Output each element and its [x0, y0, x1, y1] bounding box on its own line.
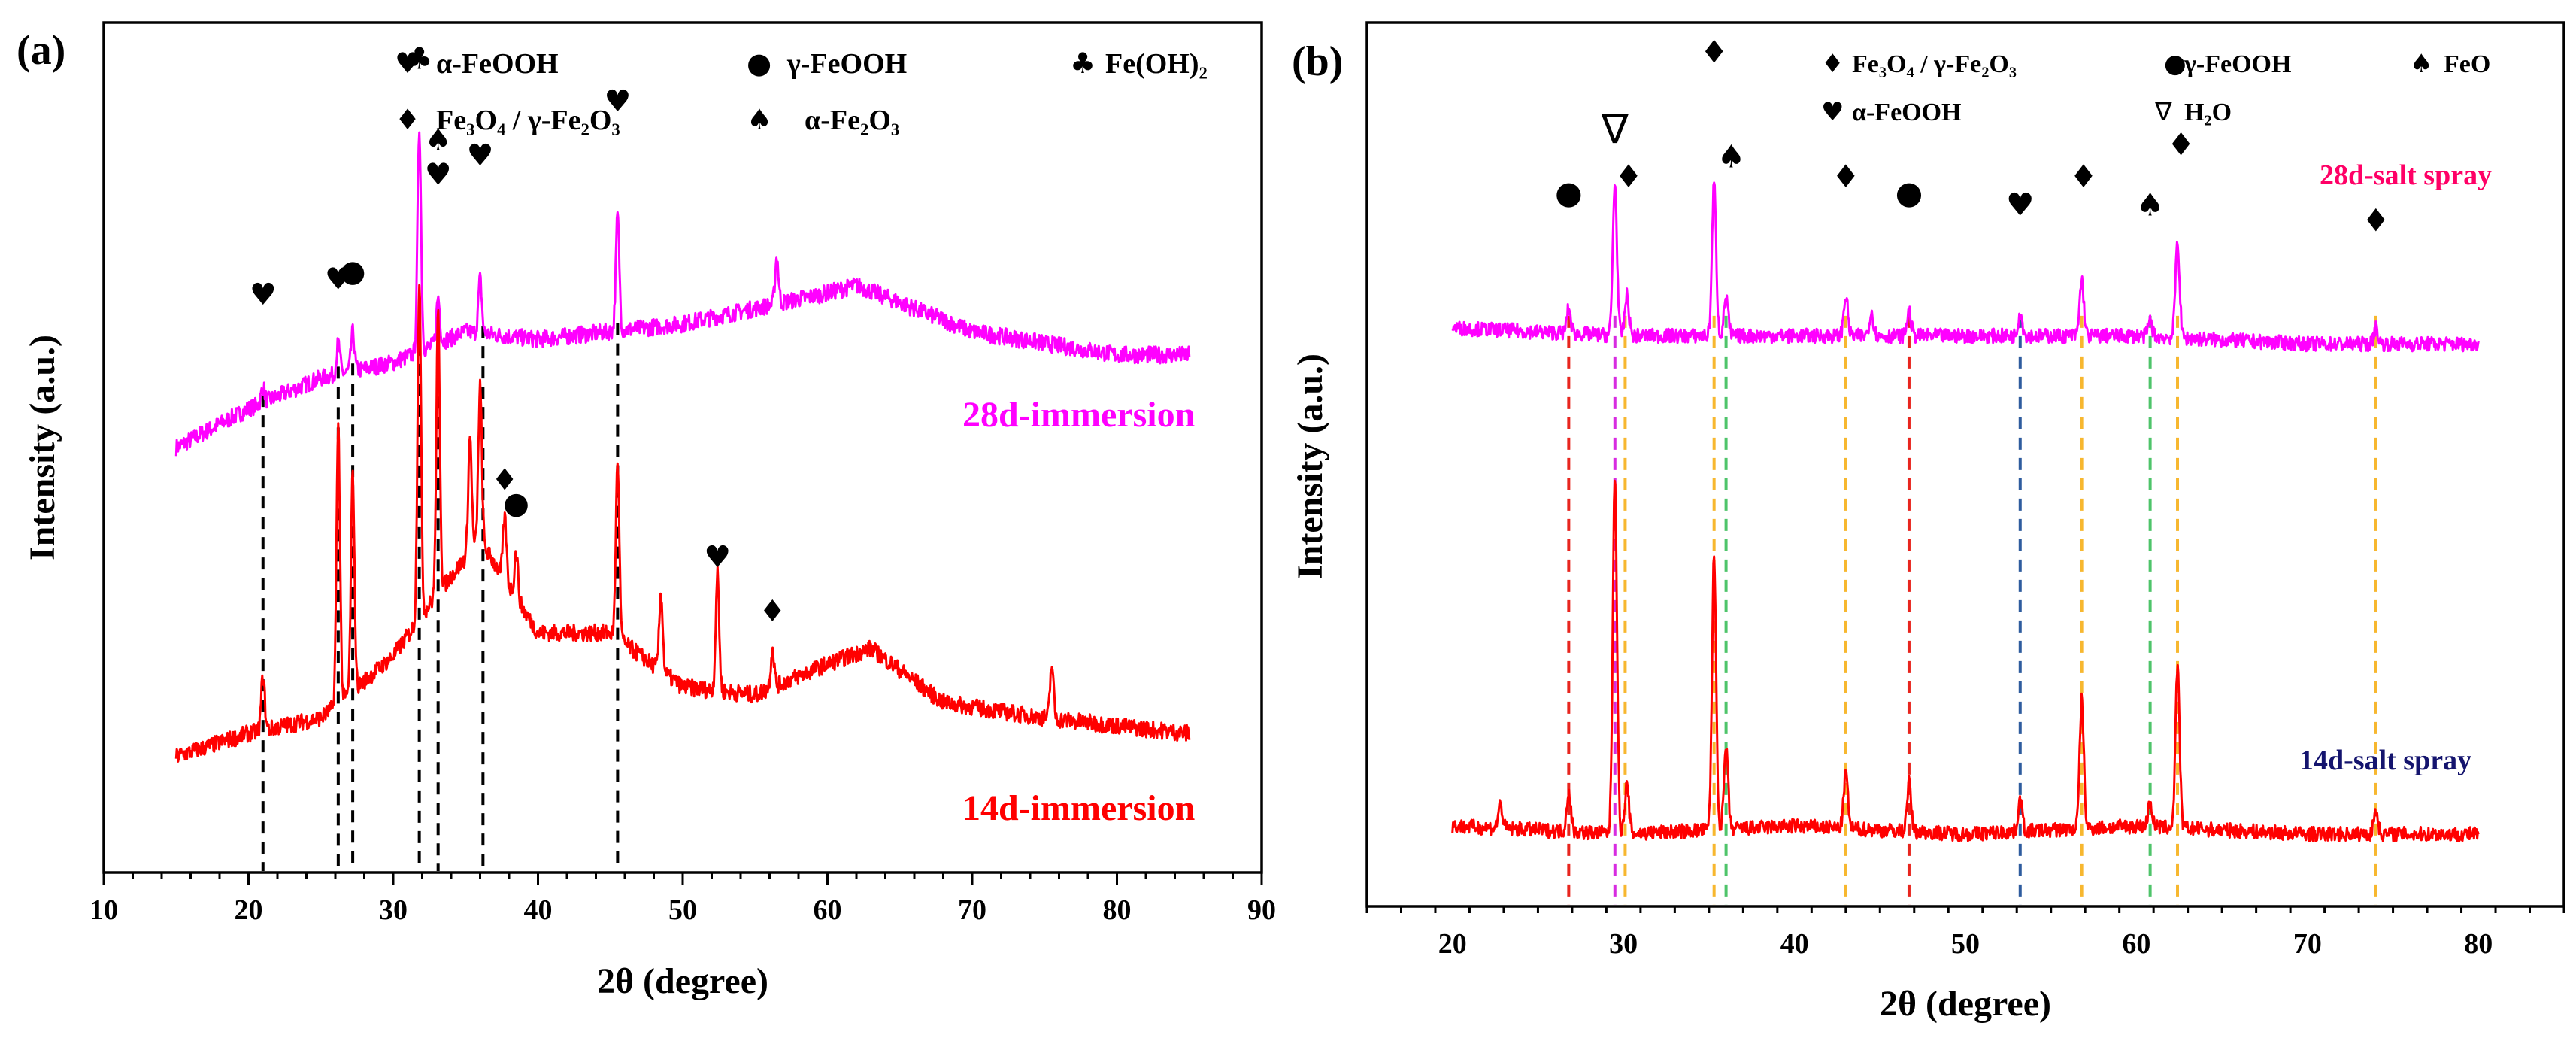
legend-alpha-feooh: ♥ α-FeOOH [1821, 97, 1962, 127]
panel-a-x-axis-label: 2θ (degree) [597, 961, 768, 1001]
x-tick-label: 30 [379, 894, 408, 926]
x-tick-label: 50 [1951, 928, 1980, 960]
spade-icon: ♠ [747, 103, 772, 136]
x-tick-label: 40 [524, 894, 553, 926]
heart-icon: ♥ [395, 47, 420, 80]
panel-a-label: (a) [17, 27, 65, 74]
panel-a: (a) ♥ ♥●♣♠♥♥♥♦●♥♦ 10 20 30 40 50 60 70 80 90 2θ (… [17, 21, 1276, 1001]
x-tick-label: 60 [814, 894, 842, 926]
dot-icon: ● [747, 47, 771, 80]
panel-b-peak-markers: ∇● ♦♦♠♦ ● ♥♦♠♦♦ [1555, 33, 2390, 238]
series-line-28d-salt-spray [1451, 181, 2480, 353]
club-icon: ♣ [1070, 47, 1096, 80]
panel-b-y-axis-label: Intensity (a.u.) [1290, 354, 1330, 579]
series-label-28d-salt-spray: 28d-salt spray [2320, 159, 2492, 191]
legend-label: FeO [2444, 50, 2490, 78]
peak-marker: ∇ [1601, 105, 1629, 153]
peak-marker: ♦ [2167, 126, 2196, 162]
legend-label: γ-FeOOH [2184, 50, 2291, 78]
legend-label: α-FeOOH [1852, 99, 1962, 126]
series-line-14d-salt-spray [1451, 479, 2480, 842]
legend-label: α-Fe₂O₃ [805, 105, 899, 136]
panel-b-label: (b) [1292, 38, 1343, 85]
x-tick-label: 90 [1247, 894, 1276, 926]
panel-a-legend: ♥ α-FeOOH ● γ-FeOOH ♣ Fe(OH)₂ ♦ Fe₃O₄ / … [395, 47, 1208, 136]
panel-a-x-ticks: 10 20 30 40 50 60 70 80 90 [89, 873, 1276, 926]
legend-fe3o4: ♦ Fe₃O₄ / γ-Fe₂O₃ [395, 103, 620, 136]
legend-label: Fe₃O₄ / γ-Fe₂O₃ [436, 105, 620, 136]
peak-marker: ♦ [2069, 158, 2098, 195]
peak-marker: ♥ [467, 138, 494, 173]
peak-marker: ♦ [759, 594, 786, 629]
x-tick-label: 70 [958, 894, 986, 926]
triangle-down-icon: ∇ [2154, 97, 2172, 127]
peak-marker: ● [1896, 174, 1923, 211]
panel-b-x-axis-label: 2θ (degree) [1880, 984, 2051, 1024]
legend-fe-oh2: ♣ Fe(OH)₂ [1070, 47, 1208, 80]
x-tick-label: 80 [2464, 928, 2493, 960]
peak-marker: ● [340, 254, 366, 289]
diamond-icon: ♦ [395, 103, 420, 136]
x-tick-label: 20 [1438, 928, 1467, 960]
panel-a-peak-markers: ♥ ♥●♣♠♥♥♥♦●♥♦ [250, 42, 786, 629]
heart-icon: ♥ [1821, 97, 1844, 127]
series-label-14d-immersion: 14d-immersion [962, 788, 1195, 828]
panel-b-frame [1365, 21, 2565, 908]
spade-icon: ♠ [2410, 49, 2432, 79]
peak-marker: ♥ [604, 84, 631, 119]
peak-marker: ♦ [2362, 202, 2390, 239]
peak-marker: ♦ [1700, 33, 1729, 70]
peak-marker: ♠ [425, 123, 452, 158]
legend-label: γ-FeOOH [786, 48, 907, 80]
series-line-14d-immersion [174, 284, 1191, 763]
peak-marker: ♥ [325, 262, 352, 296]
panel-b-x-ticks: 20 30 40 50 60 70 80 [1365, 906, 2565, 960]
panel-b-legend: ♦ Fe₃O₄ / γ-Fe₂O₃ ● γ-FeOOH ♠ FeO ♥ α-Fe… [1821, 49, 2490, 127]
panel-a-reference-lines [261, 323, 620, 871]
series-label-28d-immersion: 28d-immersion [962, 395, 1195, 435]
peak-marker: ♣ [406, 42, 433, 77]
legend-gamma-feooh: ● γ-FeOOH [747, 47, 907, 80]
diamond-icon: ♦ [1821, 49, 1844, 79]
peak-marker: ● [1555, 174, 1583, 211]
peak-marker: ♠ [2136, 186, 2165, 223]
x-tick-label: 70 [2293, 928, 2322, 960]
series-line-28d-immersion [174, 131, 1191, 457]
x-tick-label: 10 [89, 894, 118, 926]
peak-marker: ● [503, 486, 529, 520]
peak-marker: ♥ [250, 278, 277, 312]
peak-marker: ♦ [1832, 158, 1860, 195]
legend-h2o: ∇ H₂O [2154, 97, 2232, 127]
legend-gamma-feooh: ● γ-FeOOH [2164, 49, 2291, 79]
legend-fe3o4: ♦ Fe₃O₄ / γ-Fe₂O₃ [1821, 49, 2017, 79]
panel-a-y-axis-label: Intensity (a.u.) [23, 335, 62, 560]
series-label-14d-salt-spray: 14d-salt spray [2299, 745, 2471, 776]
x-tick-label: 60 [2122, 928, 2150, 960]
panel-b-reference-lines [1567, 315, 2377, 905]
peak-marker: ♥ [425, 158, 452, 193]
legend-label: α-FeOOH [436, 48, 559, 80]
legend-label: Fe₃O₄ / γ-Fe₂O₃ [1852, 50, 2017, 78]
panel-b-series [1451, 181, 2480, 842]
peak-marker: ♦ [1614, 158, 1643, 195]
legend-feo: ♠ FeO [2410, 49, 2490, 79]
x-tick-label: 50 [668, 894, 697, 926]
panel-a-frame [102, 21, 1263, 874]
peak-marker: ♥ [704, 540, 731, 575]
legend-alpha-fe2o3: ♠ α-Fe₂O₃ [747, 103, 899, 136]
panel-b: (b) ∇● ♦♦♠♦ ● ♥♦♠♦♦ 20 30 40 50 60 70 80 2θ (degr… [1290, 21, 2565, 1024]
legend-label: H₂O [2184, 99, 2232, 126]
x-tick-label: 20 [235, 894, 263, 926]
x-tick-label: 80 [1103, 894, 1132, 926]
legend-alpha-feooh: ♥ α-FeOOH [395, 47, 559, 80]
panel-a-series [174, 131, 1191, 763]
legend-label: Fe(OH)₂ [1105, 48, 1208, 80]
x-tick-label: 40 [1780, 928, 1809, 960]
x-tick-label: 30 [1609, 928, 1638, 960]
peak-marker: ♥ [2006, 186, 2035, 223]
peak-marker: ♦ [491, 463, 518, 498]
dot-icon: ● [2164, 49, 2187, 79]
peak-marker: ♠ [1717, 138, 1746, 175]
